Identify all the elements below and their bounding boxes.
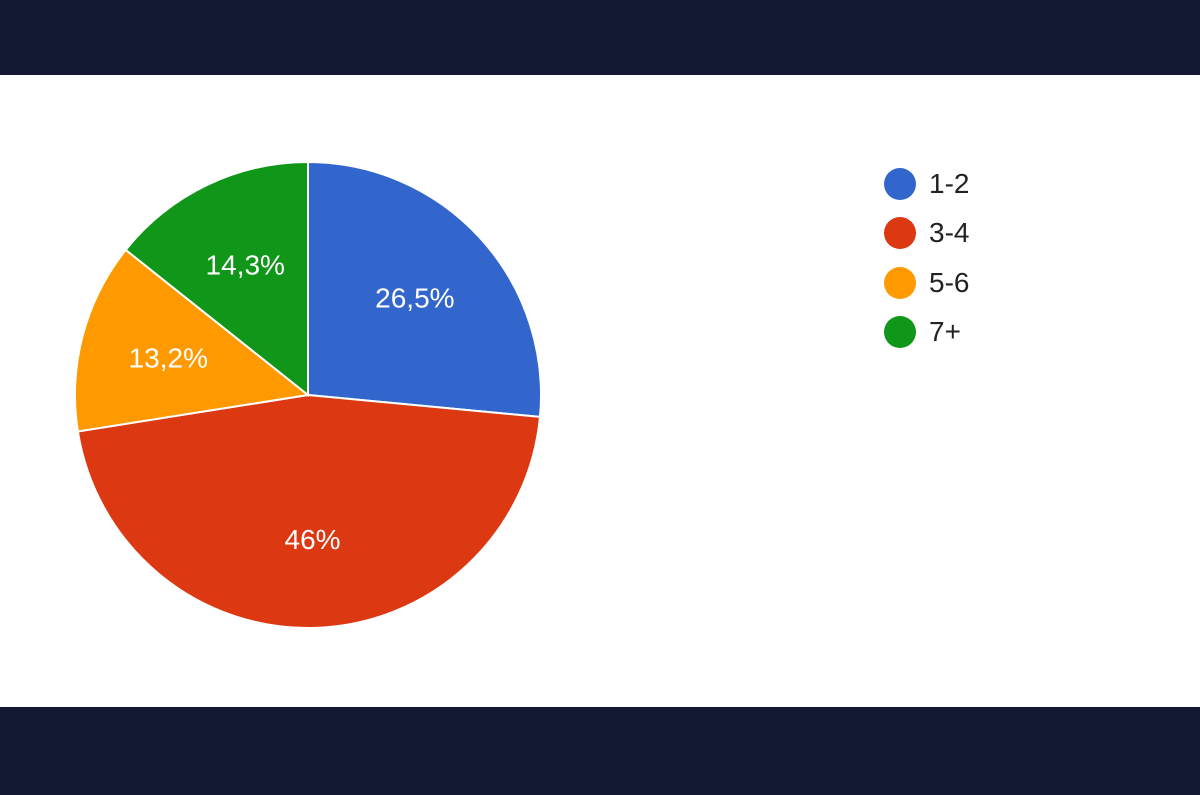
legend-swatch-icon: [884, 266, 916, 299]
slice-value-label: 13,2%: [129, 343, 208, 374]
bottom-dark-band: [0, 707, 1200, 795]
legend-swatch-icon: [884, 217, 916, 250]
legend-item-1-2[interactable]: 1-2: [884, 159, 969, 209]
pie-slice-7-plus[interactable]: [124, 160, 309, 398]
pie-slice-5-6[interactable]: [74, 248, 311, 433]
top-dark-band: [0, 0, 1200, 75]
pie-slice-1-2[interactable]: [307, 160, 542, 419]
legend-label: 5-6: [929, 266, 970, 298]
slice-value-label: 14,3%: [206, 249, 285, 280]
legend-swatch-icon: [884, 316, 916, 349]
slice-value-label: 26,5%: [375, 282, 454, 313]
pie-chart: 26,5% 46% 13,2% 14,3%: [74, 160, 542, 629]
chart-legend: 1-2 3-4 5-6 7+: [884, 159, 969, 357]
legend-swatch-icon: [884, 167, 916, 200]
slice-value-label: 46%: [285, 524, 341, 555]
chart-panel: 26,5% 46% 13,2% 14,3% 1-2 3-4 5-6 7+: [0, 75, 1200, 707]
legend-label: 1-2: [929, 167, 970, 199]
legend-item-5-6[interactable]: 5-6: [884, 258, 969, 308]
pie-slice-3-4[interactable]: [76, 393, 542, 629]
legend-label: 7+: [929, 316, 961, 348]
legend-item-3-4[interactable]: 3-4: [884, 209, 969, 259]
legend-label: 3-4: [929, 217, 970, 249]
legend-item-7-plus[interactable]: 7+: [884, 308, 969, 358]
